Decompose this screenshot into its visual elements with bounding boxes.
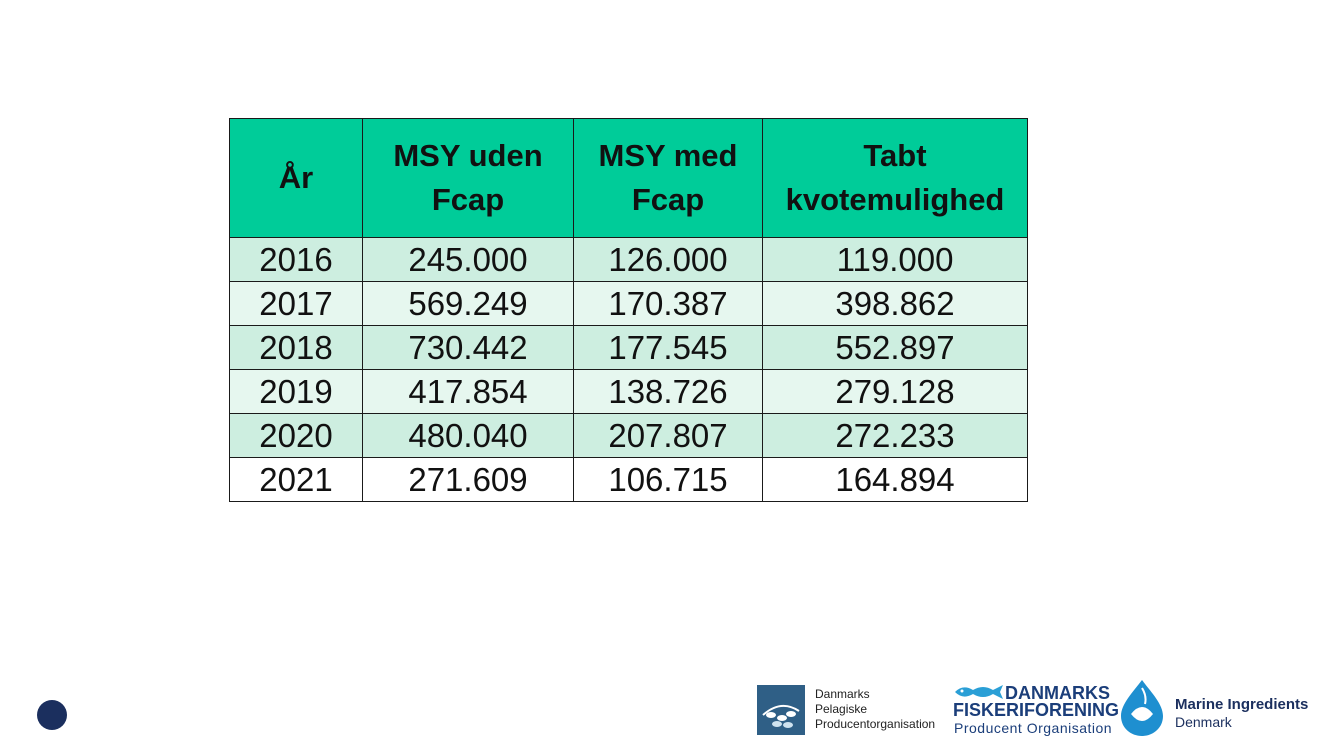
cell-year: 2020 [229, 413, 363, 458]
header-label-line2: Fcap [431, 182, 505, 217]
drop-fish-icon [1121, 680, 1163, 736]
logo-danmarks-fiskeriforening: DANMARKS FISKERIFORENING Producent Organ… [953, 682, 1120, 738]
cell-year: 2017 [229, 281, 363, 326]
header-label-line1: Tabt [863, 138, 927, 173]
logo-marine-ingredients: Marine Ingredients Denmark [1117, 678, 1327, 738]
cell-lost: 164.894 [762, 457, 1028, 502]
cell-lost: 279.128 [762, 369, 1028, 414]
fish-school-icon [757, 685, 805, 735]
cell-msy-with: 177.545 [573, 325, 763, 370]
logo-danmarks-pelagiske: Danmarks Pelagiske Producentorganisation [757, 683, 957, 737]
table-row: 2017 569.249 170.387 398.862 [229, 281, 1028, 326]
header-label-line1: MSY med [598, 138, 738, 173]
table-row: 2020 480.040 207.807 272.233 [229, 413, 1028, 458]
header-label-line1: MSY uden [393, 138, 543, 173]
header-lost-quota: Tabt kvotemulighed [762, 118, 1028, 238]
fish-icon [955, 685, 1003, 699]
cell-year: 2019 [229, 369, 363, 414]
mid-subtitle: Denmark [1175, 714, 1232, 730]
dpo-line: Danmarks [815, 687, 870, 701]
dfpo-subtitle: Producent Organisation [954, 720, 1113, 736]
dpo-name: Danmarks Pelagiske Producentorganisation [815, 687, 935, 732]
cell-msy-without: 245.000 [362, 237, 574, 282]
table-row: 2021 271.609 106.715 164.894 [229, 457, 1028, 502]
cell-lost: 398.862 [762, 281, 1028, 326]
cell-msy-without: 417.854 [362, 369, 574, 414]
table-row: 2019 417.854 138.726 279.128 [229, 369, 1028, 414]
cell-year: 2018 [229, 325, 363, 370]
header-label-line2: kvotemulighed [785, 182, 1005, 217]
dpo-line: Producentorganisation [815, 717, 936, 731]
table-row: 2016 245.000 126.000 119.000 [229, 237, 1028, 282]
quota-table: År MSY uden Fcap MSY med Fcap Tabt kvote… [229, 118, 1028, 502]
header-year-label: År [278, 160, 314, 195]
table-row: 2018 730.442 177.545 552.897 [229, 325, 1028, 370]
cell-year: 2021 [229, 457, 363, 502]
cell-msy-without: 730.442 [362, 325, 574, 370]
cell-msy-with: 138.726 [573, 369, 763, 414]
header-row: År MSY uden Fcap MSY med Fcap Tabt kvote… [229, 118, 1028, 238]
dpo-line: Pelagiske [815, 702, 868, 716]
cell-msy-without: 480.040 [362, 413, 574, 458]
header-label-line2: Fcap [631, 182, 705, 217]
mid-name: Marine Ingredients [1175, 696, 1309, 713]
cell-msy-without: 569.249 [362, 281, 574, 326]
cell-lost: 119.000 [762, 237, 1028, 282]
header-msy-with-fcap: MSY med Fcap [573, 118, 763, 238]
cell-msy-with: 126.000 [573, 237, 763, 282]
header-msy-without-fcap: MSY uden Fcap [362, 118, 574, 238]
cell-msy-with: 170.387 [573, 281, 763, 326]
dfpo-title-line2: FISKERIFORENING [953, 700, 1120, 720]
cell-msy-with: 106.715 [573, 457, 763, 502]
cell-msy-with: 207.807 [573, 413, 763, 458]
cell-lost: 552.897 [762, 325, 1028, 370]
cell-year: 2016 [229, 237, 363, 282]
page-indicator-dot [37, 700, 67, 730]
header-year: År [229, 118, 363, 238]
dfpo-title-line1: DANMARKS [1005, 683, 1110, 703]
cell-lost: 272.233 [762, 413, 1028, 458]
cell-msy-without: 271.609 [362, 457, 574, 502]
